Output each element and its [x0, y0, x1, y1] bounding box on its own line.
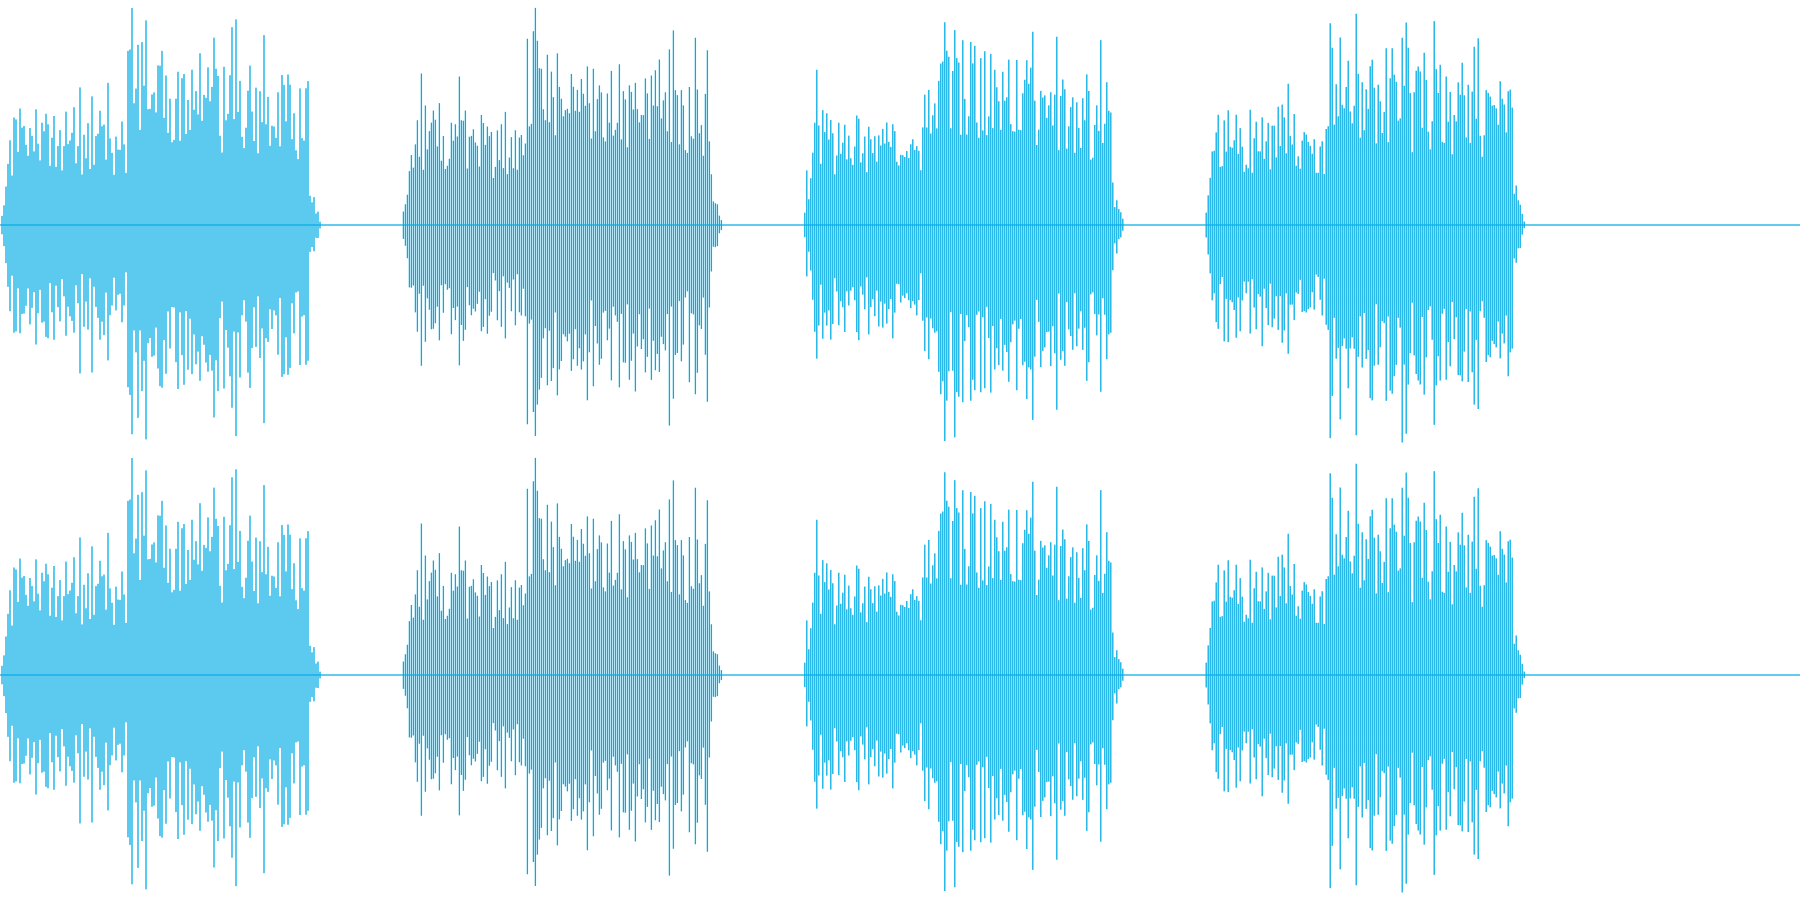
- channel-1-waveform: [0, 7, 1800, 443]
- channel-2-waveform: [0, 457, 1800, 893]
- channel-1-track[interactable]: [0, 7, 1800, 443]
- channel-2-track[interactable]: [0, 457, 1800, 893]
